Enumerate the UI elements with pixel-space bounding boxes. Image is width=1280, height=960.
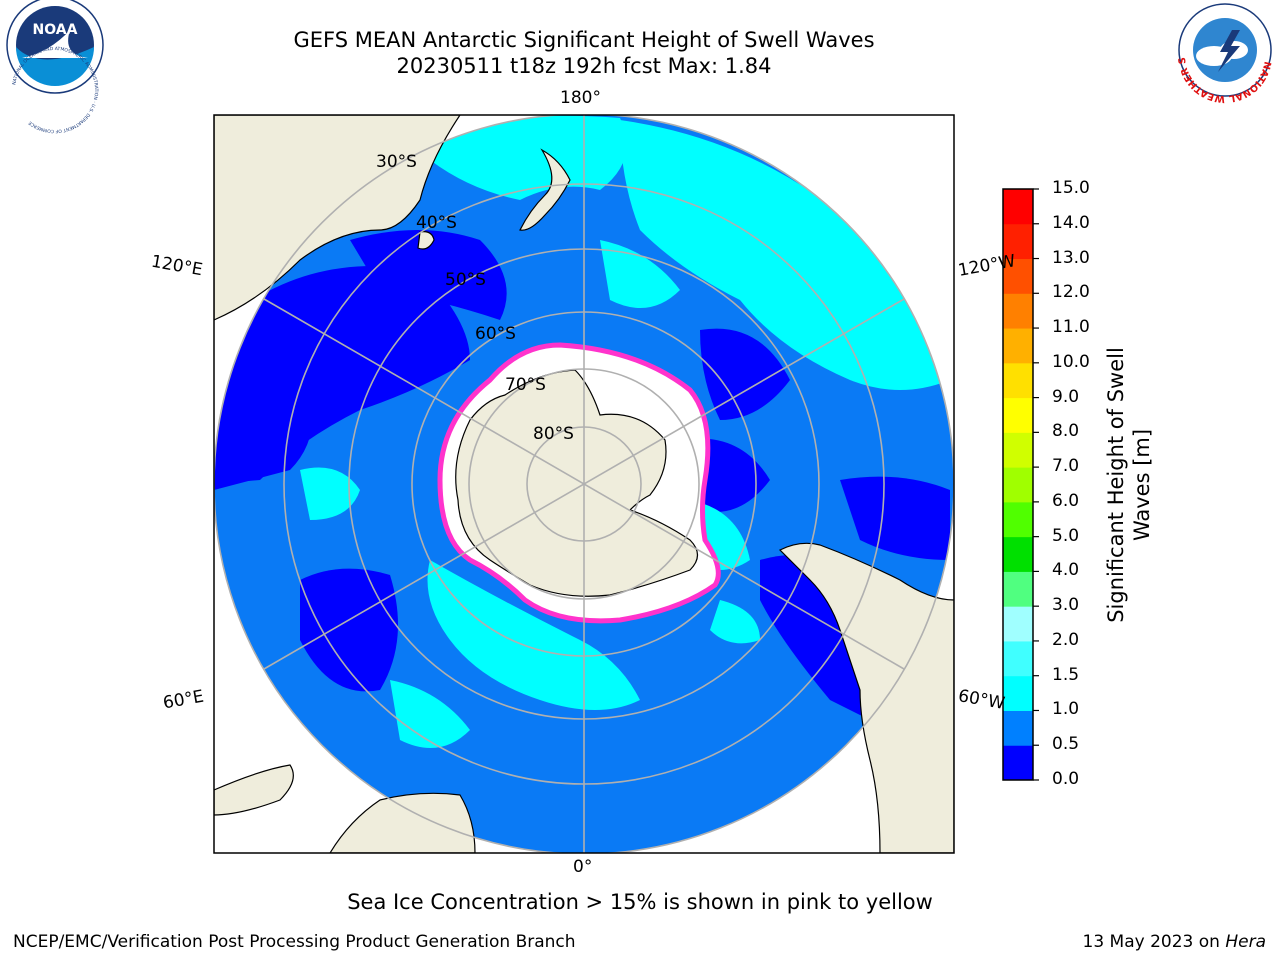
footer-date: 13 May 2023 on Hera xyxy=(1082,932,1267,952)
colorbar-swatch xyxy=(1003,189,1033,225)
colorbar-swatch xyxy=(1003,258,1033,294)
colorbar-tick: 12.0 xyxy=(1052,282,1090,303)
lat-label-40s: 40°S xyxy=(416,213,457,233)
map-subtitle: 20230511 t18z 192h fcst Max: 1.84 xyxy=(396,54,772,78)
lon-label-0: 0° xyxy=(573,857,593,877)
colorbar-swatch xyxy=(1003,675,1033,711)
colorbar-tick: 14.0 xyxy=(1052,212,1090,233)
new-zealand-landmass xyxy=(519,148,571,231)
antarctica-landmass xyxy=(455,369,699,597)
map-frame xyxy=(213,114,955,854)
colorbar-tick: 4.0 xyxy=(1052,560,1080,581)
colorbar-tick: 5.0 xyxy=(1052,525,1080,546)
colorbar xyxy=(1002,188,1039,781)
lat-label-50s: 50°S xyxy=(445,270,486,290)
colorbar-swatch xyxy=(1003,432,1033,468)
footer-credit: NCEP/EMC/Verification Post Processing Pr… xyxy=(13,932,576,952)
polar-map xyxy=(213,114,955,854)
colorbar-swatch xyxy=(1003,710,1033,746)
colorbar-swatch xyxy=(1003,223,1033,260)
colorbar-swatch xyxy=(1003,501,1033,538)
colorbar-swatch xyxy=(1003,606,1033,642)
colorbar-tick: 15.0 xyxy=(1052,178,1090,198)
colorbar-tick: 2.0 xyxy=(1052,629,1080,650)
colorbar-tick: 9.0 xyxy=(1052,386,1080,407)
colorbar-title: Significant Height of Swell Waves [m] xyxy=(1104,347,1154,623)
graticule xyxy=(214,115,954,853)
colorbar-tick: 0.5 xyxy=(1052,734,1080,755)
colorbar-tick: 11.0 xyxy=(1052,317,1090,338)
colorbar-tick: 10.0 xyxy=(1052,351,1090,372)
lat-label-80s: 80°S xyxy=(533,424,574,444)
lat-label-30s: 30°S xyxy=(376,152,417,172)
colorbar-tick: 3.0 xyxy=(1052,595,1080,616)
lon-label-180: 180° xyxy=(560,88,601,108)
south-america-landmass xyxy=(778,520,954,853)
noaa-logo: NOAA NATIONAL OCEANIC AND ATMOSPHERIC AD… xyxy=(6,0,104,134)
svg-text:NOAA: NOAA xyxy=(33,22,78,38)
nws-logo: NATIONAL WEATHER SERVICE xyxy=(0,0,1273,104)
colorbar-tick: 1.0 xyxy=(1052,699,1080,720)
australia-landmass xyxy=(214,115,461,321)
map-title: GEFS MEAN Antarctic Significant Height o… xyxy=(293,28,875,52)
lat-label-60s: 60°S xyxy=(475,324,516,344)
colorbar-swatch xyxy=(1003,397,1033,433)
sea-ice-note: Sea Ice Concentration > 15% is shown in … xyxy=(347,890,933,914)
colorbar-swatch xyxy=(1003,293,1033,329)
colorbar-swatch xyxy=(1003,328,1033,364)
colorbar-tick: 13.0 xyxy=(1052,247,1090,268)
colorbar-tick: 0.0 xyxy=(1052,769,1080,789)
colorbar-tick: 1.5 xyxy=(1052,664,1080,685)
colorbar-tick: 6.0 xyxy=(1052,490,1080,511)
colorbar-swatch xyxy=(1003,362,1033,399)
colorbar-tick: 7.0 xyxy=(1052,456,1080,477)
colorbar-swatch xyxy=(1003,745,1033,781)
colorbar-swatch xyxy=(1003,571,1033,607)
colorbar-tick: 8.0 xyxy=(1052,421,1080,442)
africa-landmass xyxy=(329,792,476,853)
colorbar-swatch xyxy=(1003,536,1033,572)
lat-label-70s: 70°S xyxy=(505,375,546,395)
colorbar-swatch xyxy=(1003,640,1033,677)
svg-text:NATIONAL WEATHER SERVICE: NATIONAL WEATHER SERVICE xyxy=(0,0,1273,104)
colorbar-swatch xyxy=(1003,467,1033,503)
